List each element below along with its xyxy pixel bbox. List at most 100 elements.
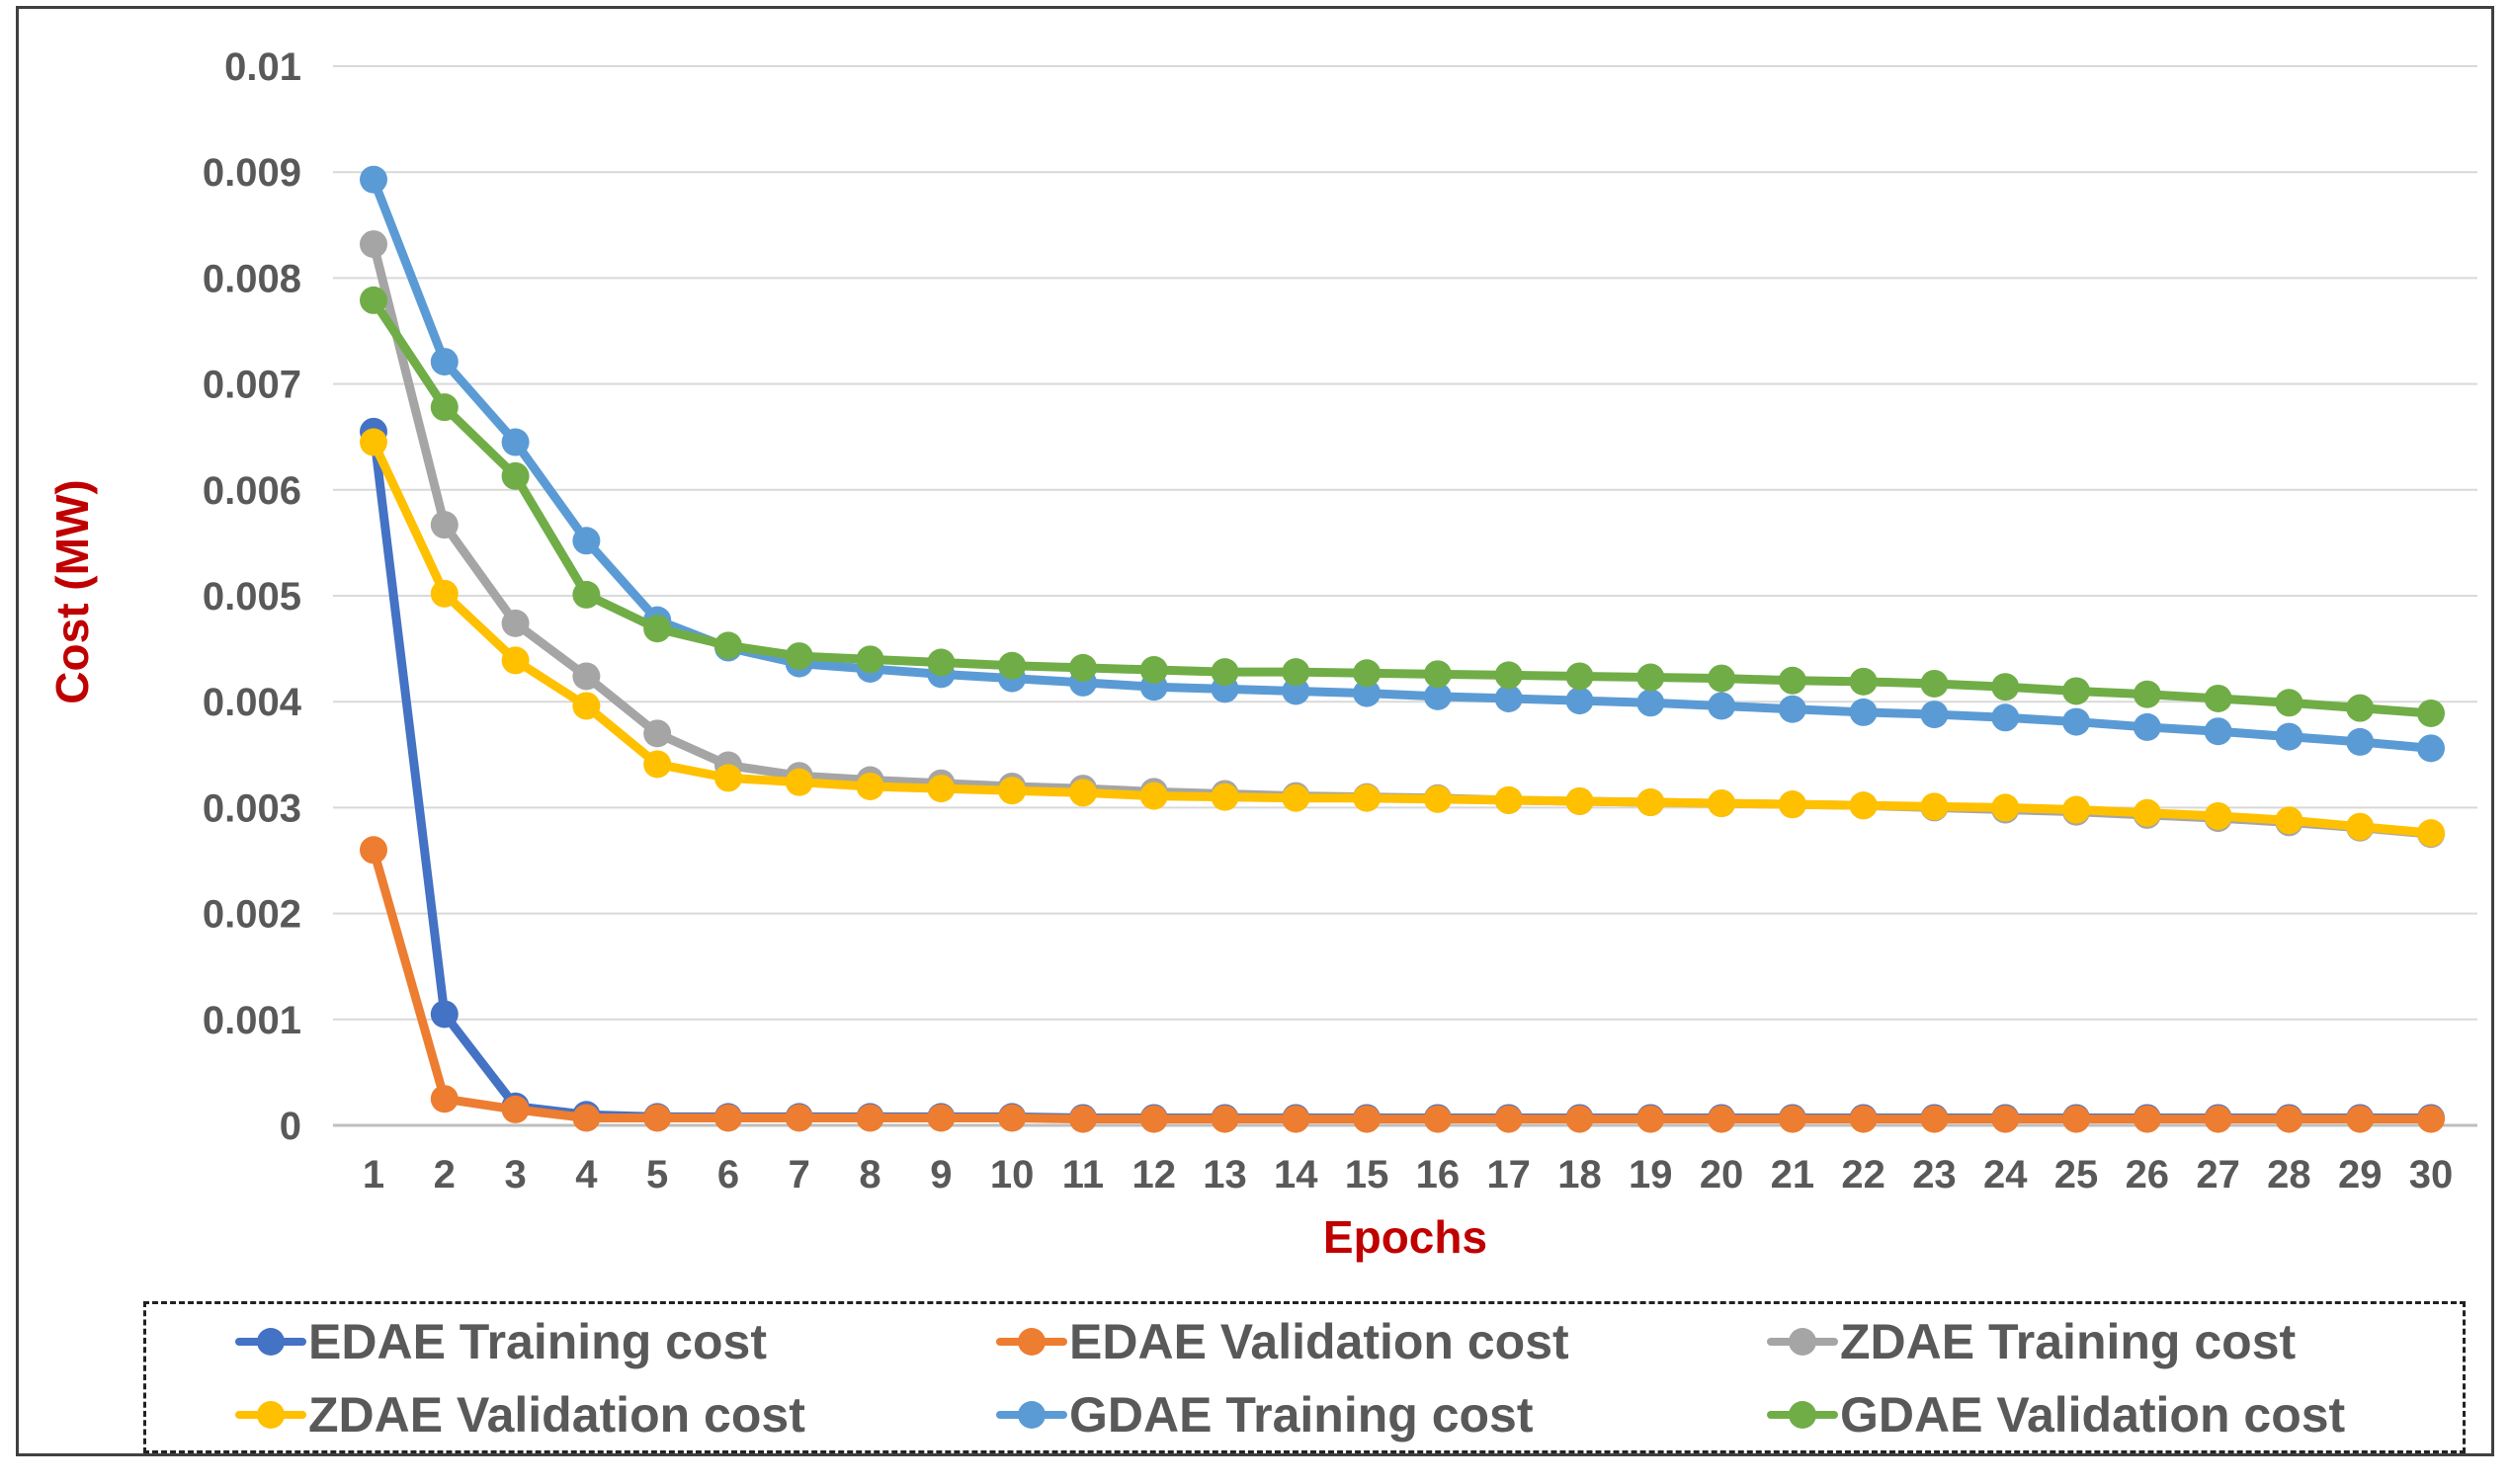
data-point <box>785 768 813 796</box>
data-point <box>927 1104 956 1132</box>
data-point <box>1849 1105 1878 1133</box>
data-point <box>1353 659 1382 688</box>
y-tick-label: 0.007 <box>203 364 301 407</box>
data-point <box>430 348 459 376</box>
y-tick-label: 0.01 <box>224 45 301 89</box>
data-point <box>1778 666 1806 695</box>
series-gdae-validation-cost <box>360 286 2445 727</box>
data-point <box>1920 701 1949 729</box>
legend-item: ZDAE Validation cost <box>235 1385 805 1444</box>
data-point <box>1708 664 1736 693</box>
legend-label: EDAE Training cost <box>308 1314 767 1369</box>
legend-marker-icon <box>996 1322 1067 1361</box>
data-point <box>2417 1105 2445 1133</box>
x-tick-label: 23 <box>1912 1153 1957 1196</box>
data-point <box>1494 785 1523 814</box>
x-tick-label: 17 <box>1486 1153 1531 1196</box>
data-point <box>1282 783 1310 812</box>
data-point <box>360 836 387 865</box>
series-line <box>369 175 2436 753</box>
data-point <box>1068 653 1097 682</box>
data-point <box>927 775 956 803</box>
data-point <box>2204 801 2232 830</box>
x-tick-label: 14 <box>1274 1153 1318 1196</box>
data-point <box>1423 682 1452 710</box>
x-tick-label: 4 <box>575 1153 598 1196</box>
legend-item: ZDAE Training cost <box>1767 1312 2296 1371</box>
data-point <box>1920 1105 1949 1133</box>
data-point <box>1211 658 1239 687</box>
y-tick-label: 0.004 <box>203 681 302 724</box>
data-point <box>1849 698 1878 726</box>
legend-label: ZDAE Validation cost <box>308 1387 805 1443</box>
data-point <box>643 1104 672 1132</box>
data-point <box>430 579 459 608</box>
data-point <box>1920 669 1949 698</box>
data-point <box>2133 798 2161 827</box>
x-axis-ticks: 1 2 3 4 5 6 7 8 9 10 11 12 13 14 15 16 17 18 19 20 21 22 23 24 2… <box>363 1153 2453 1196</box>
legend-item: EDAE Training cost <box>235 1312 767 1371</box>
data-point <box>572 662 601 691</box>
data-point <box>2417 699 2445 727</box>
series-zdae-validation-cost <box>360 428 2445 848</box>
x-tick-label: 10 <box>990 1153 1035 1196</box>
x-tick-label: 7 <box>789 1153 810 1196</box>
data-point <box>1849 791 1878 820</box>
data-point <box>1139 782 1168 810</box>
data-point <box>1282 658 1310 687</box>
data-point <box>1494 1105 1523 1133</box>
data-point <box>1494 661 1523 690</box>
data-point <box>1282 1105 1310 1133</box>
y-tick-label: 0.002 <box>203 893 301 937</box>
x-tick-label: 19 <box>1629 1153 1673 1196</box>
data-point <box>998 777 1027 805</box>
data-point <box>2133 712 2161 741</box>
data-point <box>643 615 672 643</box>
y-tick-label: 0.009 <box>203 151 301 195</box>
data-point <box>2204 1105 2232 1133</box>
legend-label: GDAE Training cost <box>1069 1387 1534 1443</box>
data-point <box>572 692 601 720</box>
legend-marker-icon <box>235 1322 306 1361</box>
data-point <box>2275 689 2303 717</box>
x-tick-label: 22 <box>1841 1153 1885 1196</box>
y-axis-title: Cost (MW) <box>46 479 98 703</box>
data-point <box>1991 673 2020 701</box>
data-point <box>856 645 884 674</box>
x-tick-label: 1 <box>363 1153 384 1196</box>
data-point <box>2417 734 2445 763</box>
x-tick-label: 3 <box>504 1153 526 1196</box>
x-tick-label: 24 <box>1983 1153 2028 1196</box>
data-point <box>501 646 530 675</box>
data-point <box>1991 703 2020 732</box>
data-point <box>1068 1105 1097 1133</box>
series-line <box>369 295 2436 718</box>
data-point <box>360 286 387 314</box>
data-point <box>643 719 672 748</box>
data-point <box>1139 656 1168 685</box>
legend-label: ZDAE Training cost <box>1840 1314 2297 1369</box>
y-tick-label: 0.005 <box>203 575 301 618</box>
data-point <box>2133 1105 2161 1133</box>
data-point <box>1565 687 1594 715</box>
x-tick-label: 16 <box>1416 1153 1461 1196</box>
x-tick-label: 29 <box>2338 1153 2383 1196</box>
data-point <box>1636 689 1665 717</box>
legend-item: EDAE Validation cost <box>996 1312 1569 1371</box>
data-point <box>1423 784 1452 813</box>
data-point <box>1636 663 1665 692</box>
data-point <box>1068 779 1097 807</box>
data-point <box>572 1104 601 1132</box>
data-point <box>2346 1105 2375 1133</box>
y-tick-label: 0 <box>280 1105 301 1148</box>
data-point <box>2062 795 2091 824</box>
data-point <box>1708 692 1736 720</box>
x-tick-label: 20 <box>1700 1153 1744 1196</box>
x-tick-label: 13 <box>1203 1153 1247 1196</box>
y-tick-label: 0.008 <box>203 257 301 300</box>
data-point <box>1423 660 1452 689</box>
data-point <box>713 631 742 660</box>
data-point <box>1636 788 1665 817</box>
line-chart: 0 0.001 0.002 0.003 0.004 0.005 0.006 0.007 0.00… <box>46 45 2477 1263</box>
data-point <box>430 1000 459 1029</box>
